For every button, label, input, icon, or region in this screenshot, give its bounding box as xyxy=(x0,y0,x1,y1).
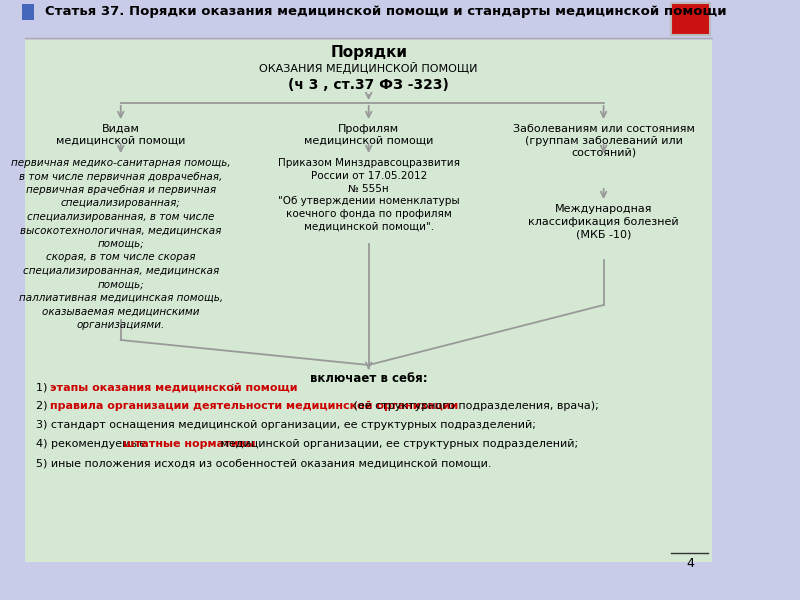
Text: специализированная, в том числе: специализированная, в том числе xyxy=(27,212,214,222)
Text: помощь;: помощь; xyxy=(98,239,144,249)
Text: ОКАЗАНИЯ МЕДИЦИНСКОЙ ПОМОЩИ: ОКАЗАНИЯ МЕДИЦИНСКОЙ ПОМОЩИ xyxy=(259,62,478,74)
Text: 3) стандарт оснащения медицинской организации, ее структурных подразделений;: 3) стандарт оснащения медицинской органи… xyxy=(36,420,536,430)
Text: Заболеваниям или состояниям
(группам заболеваний или
состояний): Заболеваниям или состояниям (группам заб… xyxy=(513,124,694,157)
Text: первичная врачебная и первичная: первичная врачебная и первичная xyxy=(26,185,216,195)
FancyBboxPatch shape xyxy=(22,4,34,20)
Text: организациями.: организациями. xyxy=(77,320,165,330)
Text: 4: 4 xyxy=(686,557,694,570)
FancyBboxPatch shape xyxy=(25,40,712,562)
Text: Порядки: Порядки xyxy=(330,46,407,61)
Text: паллиативная медицинская помощь,: паллиативная медицинская помощь, xyxy=(18,293,222,303)
Text: Приказом Минздравсоцразвития
России от 17.05.2012
№ 555н
"Об утверждении номенкл: Приказом Минздравсоцразвития России от 1… xyxy=(278,158,460,232)
Text: специализированная;: специализированная; xyxy=(61,199,181,208)
Text: 5) иные положения исходя из особенностей оказания медицинской помощи.: 5) иные положения исходя из особенностей… xyxy=(36,458,492,468)
Text: первичная медико-санитарная помощь,: первичная медико-санитарная помощь, xyxy=(11,158,230,168)
Text: помощь;: помощь; xyxy=(98,280,144,289)
Text: высокотехнологичная, медицинская: высокотехнологичная, медицинская xyxy=(20,226,222,235)
Text: (ее структурного подразделения, врача);: (ее структурного подразделения, врача); xyxy=(350,401,599,411)
Text: включает в себя:: включает в себя: xyxy=(310,372,427,385)
Text: Видам
медицинской помощи: Видам медицинской помощи xyxy=(56,124,186,146)
Text: специализированная, медицинская: специализированная, медицинская xyxy=(22,266,219,276)
Text: правила организации деятельности медицинской организации: правила организации деятельности медицин… xyxy=(50,401,458,411)
Text: 1): 1) xyxy=(36,382,51,392)
Text: штатные нормативы: штатные нормативы xyxy=(123,439,256,449)
Text: 2): 2) xyxy=(36,401,51,411)
Text: этапы оказания медицинской помощи: этапы оказания медицинской помощи xyxy=(50,382,298,392)
FancyBboxPatch shape xyxy=(25,377,712,562)
Text: в том числе первичная доврачебная,: в том числе первичная доврачебная, xyxy=(19,172,222,181)
Text: оказываемая медицинскими: оказываемая медицинскими xyxy=(42,307,199,317)
Text: скорая, в том числе скорая: скорая, в том числе скорая xyxy=(46,253,195,263)
Text: Международная
классификация болезней
(МКБ -10): Международная классификация болезней (МК… xyxy=(528,204,679,239)
Text: медицинской организации, ее структурных подразделений;: медицинской организации, ее структурных … xyxy=(218,439,578,449)
FancyBboxPatch shape xyxy=(671,3,710,35)
Text: Профилям
медицинской помощи: Профилям медицинской помощи xyxy=(304,124,434,146)
Text: 4) рекомендуемые: 4) рекомендуемые xyxy=(36,439,150,449)
Text: (ч 3 , ст.37 ФЗ -323): (ч 3 , ст.37 ФЗ -323) xyxy=(288,78,449,92)
Text: Статья 37. Порядки оказания медицинской помощи и стандарты медицинской помощи: Статья 37. Порядки оказания медицинской … xyxy=(45,5,726,19)
Text: ;: ; xyxy=(230,382,234,392)
